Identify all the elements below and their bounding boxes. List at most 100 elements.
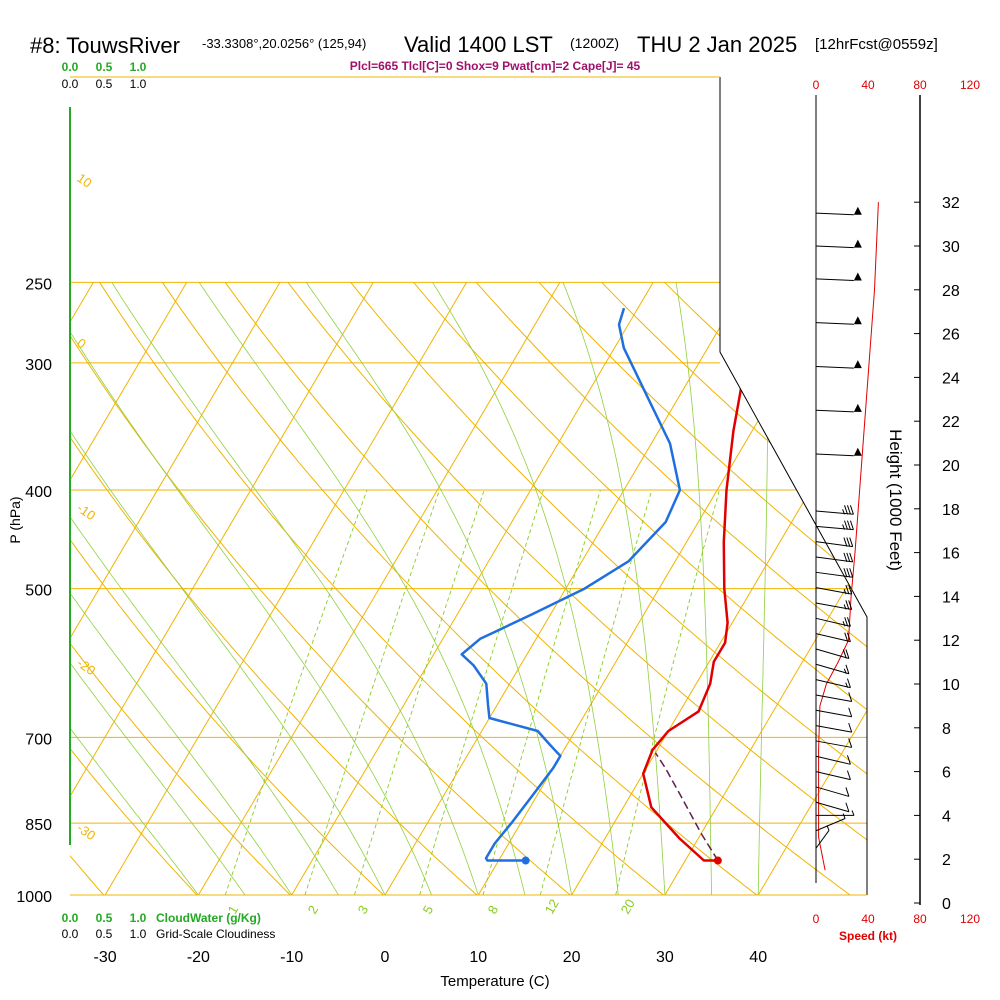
wind-barb-half [842,524,846,530]
plot-frame [69,76,880,896]
wind-barb-staff [815,694,852,702]
mixing-ratio-label: 12 [542,896,562,916]
temperature-line [641,316,761,862]
temperature-tick-label: 30 [656,949,674,966]
isotherm-line [197,282,561,895]
wind-barb-full [846,520,851,530]
cloudwater-tick-top: 0.5 [96,60,113,74]
wind-barb-staff [815,801,850,813]
wind-barb-staff [815,245,854,249]
surface-dewpoint-dot [521,856,530,865]
height-tick-label: 6 [942,765,951,782]
wind-barb [815,600,853,610]
speed-tick-bottom: 40 [861,912,875,926]
mixing-ratio-line [539,489,653,895]
height-tick-label: 0 [942,896,951,913]
dry-adiabat-label: -10 [74,500,98,523]
wind-barb-full [848,584,853,595]
wind-barb-half [843,668,847,674]
cloudwater-tick-bottom: 0.0 [62,911,79,925]
isotherm-line [571,393,867,895]
moist-adiabat-line [305,282,572,895]
wind-barb-flag [853,239,862,248]
temperature-tick-label: 20 [563,949,581,966]
wind-barb-staff [815,818,846,832]
wind-barb-full [846,755,851,765]
height-tick-label: 8 [942,721,951,738]
pressure-tick-label: 500 [25,583,52,600]
pressure-tick-label: 300 [25,357,52,374]
mixing-ratio-line [615,489,720,895]
cloudiness-tick-bottom: 0.5 [96,927,113,941]
chart-indices: Plcl=665 Tlcl[C]=0 Shox=9 Pwat[cm]=2 Cap… [350,59,641,73]
height-tick-label: 14 [942,589,960,606]
wind-barb [815,520,854,531]
wind-barb-half [843,604,847,610]
dry-adiabat-line [70,642,291,895]
pressure-tick-label: 700 [25,731,52,748]
wind-barb [815,692,853,702]
dry-adiabat-line [0,282,10,895]
wind-barb [815,663,850,675]
wind-barb-full [846,617,851,627]
temperature-tick-label: -20 [187,949,210,966]
surface-temp-dot [713,856,722,865]
wind-barb-full [844,617,849,627]
wind-barb [815,722,853,733]
moist-adiabat-line [562,282,666,895]
frame-boundary [719,77,868,895]
wind-barb [816,810,855,816]
height-tick-label: 22 [942,414,960,431]
dry-adiabat-line [161,282,758,895]
wind-barb [815,755,851,765]
dry-adiabat-line [70,538,384,895]
wind-barb [815,648,850,659]
mixing-ratio-line [419,489,544,895]
cloudwater-tick-top: 0.0 [62,60,79,74]
dewpoint-line [460,307,682,862]
y2-axis-label: Height (1000 Feet) [886,429,905,571]
speed-tick-top: 80 [913,78,927,92]
wind-barb [815,505,854,515]
mixing-ratio-line [224,489,368,895]
wind-barb [815,537,854,548]
wind-barb [815,584,853,595]
moist-adiabat-line [70,592,293,895]
isotherm-line [70,282,281,640]
wind-barb-full [844,505,848,515]
wind-barb [815,316,862,325]
dry-adiabat-line [287,281,867,841]
wind-barb-full [849,537,854,547]
cloudiness-tick-top: 0.5 [96,77,113,91]
pressure-tick-label: 1000 [16,889,52,906]
cloudwater-tick-bottom: 1.0 [130,911,147,925]
wind-barb-staff [815,786,850,797]
moist-adiabat-line [70,727,199,895]
moist-adiabat-line [111,282,479,895]
axes: 0246810121416182022242628303225030040050… [16,60,980,966]
dry-adiabat-line [70,436,478,895]
height-tick-label: 20 [942,458,960,475]
wind-barb-flag [853,206,862,215]
speed-tick-top: 40 [861,78,875,92]
dry-adiabat-line [475,281,867,648]
wind-barb-staff [815,633,851,643]
pressure-tick-label: 250 [25,276,52,293]
wind-barb-full [848,738,853,748]
speed-tick-top: 0 [813,78,820,92]
wind-barb [815,272,862,282]
wind-barb-staff [815,771,851,781]
wind-barb [815,403,862,413]
speed-axis-label: Speed (kt) [839,929,897,943]
wind-barb-full [849,552,854,563]
wind-barb-flag [853,272,862,281]
wind-barb-half [842,621,846,627]
mixing-ratio-label: 3 [355,903,372,917]
wind-barb-full [842,649,847,659]
wind-barb-half [851,810,855,816]
temperature-tick-label: 40 [749,949,767,966]
height-tick-label: 32 [942,195,960,212]
wind-barb [815,568,854,578]
dry-adiabat-line [413,281,867,711]
